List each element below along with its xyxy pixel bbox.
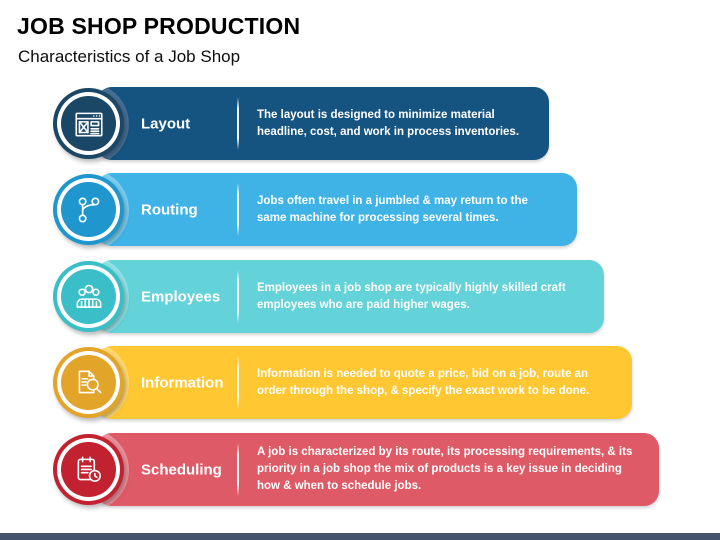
badge-inner-circle [61,96,116,151]
badge-inner-circle [61,442,116,497]
feature-pill: Layout The layout is designed to minimiz… [97,87,549,160]
feature-pill: Information Information is needed to quo… [97,346,632,419]
feature-pill: Routing Jobs often travel in a jumbled &… [97,173,577,246]
footer-bar [0,533,720,540]
feature-row-routing: Routing Jobs often travel in a jumbled &… [0,173,720,246]
feature-label: Layout [141,115,191,132]
feature-badge [53,88,124,159]
feature-row-scheduling: Scheduling A job is characterized by its… [0,433,720,506]
vertical-divider [237,270,239,323]
feature-badge [53,347,124,418]
feature-description: Employees in a job shop are typically hi… [257,281,566,311]
feature-badge [53,261,124,332]
feature-row-employees: Employees Employees in a job shop are ty… [0,260,720,333]
feature-row-information: Information Information is needed to quo… [0,346,720,419]
feature-badge [53,434,124,505]
feature-description: Information is needed to quote a price, … [257,367,590,397]
employees-group-icon [76,284,101,308]
badge-inner-circle [61,182,116,237]
badge-inner-circle [61,269,116,324]
feature-label: Routing [141,201,198,218]
routing-branch-icon [78,197,99,222]
feature-pill: Scheduling A job is characterized by its… [97,433,659,506]
page-subtitle: Characteristics of a Job Shop [18,47,241,66]
feature-label: Scheduling [141,461,222,478]
vertical-divider [237,356,239,409]
feature-badge [53,174,124,245]
document-magnifier-icon [78,370,101,393]
feature-pill: Employees Employees in a job shop are ty… [97,260,604,333]
feature-description: A job is characterized by its route, its… [257,445,633,493]
feature-row-layout: Layout The layout is designed to minimiz… [0,87,720,160]
feature-label: Information [141,374,224,391]
feature-label: Employees [141,288,221,305]
vertical-divider [237,443,239,496]
vertical-divider [237,97,239,150]
vertical-divider [237,183,239,236]
feature-description: Jobs often travel in a jumbled & may ret… [257,194,528,224]
badge-inner-circle [61,355,116,410]
page-title: JOB SHOP PRODUCTION [17,13,301,39]
schedule-clock-icon [77,455,101,482]
layout-wireframe-icon [74,112,103,136]
feature-description: The layout is designed to minimize mater… [257,108,520,138]
